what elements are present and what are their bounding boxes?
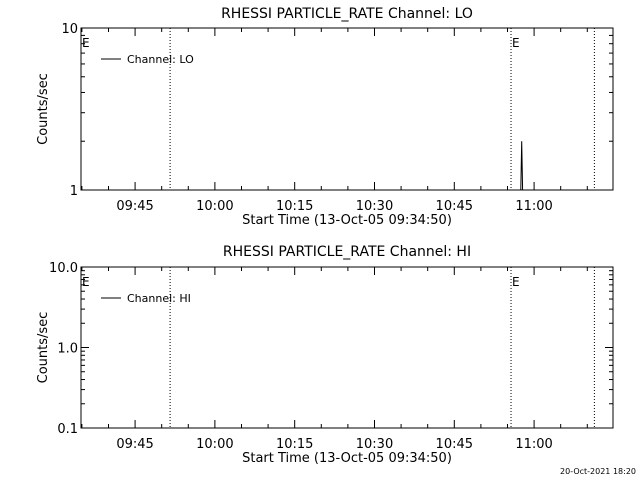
x-tick-label: 10:45 [436, 437, 473, 452]
y-axis-label: Counts/sec [36, 312, 51, 384]
x-tick-label: 10:00 [196, 437, 233, 452]
x-axis-label: Start Time (13-Oct-05 09:34:50) [242, 213, 452, 228]
chart-panel-lo: RHESSI PARTICLE_RATE Channel: LO 09:45 10:… [36, 6, 614, 228]
event-marker-label: E [82, 275, 90, 289]
legend-label: Channel: LO [127, 53, 194, 66]
x-tick-label: 10:00 [196, 199, 233, 214]
y-tick-label: 10.0 [49, 261, 78, 276]
y-tick-label: 1 [70, 184, 78, 199]
x-tick-label: 10:15 [276, 199, 313, 214]
chart-title: RHESSI PARTICLE_RATE Channel: HI [223, 244, 471, 260]
series-line [520, 141, 524, 191]
event-marker-label: E [82, 36, 90, 50]
y-tick-label: 10 [61, 22, 78, 37]
x-tick-label: 09:45 [116, 199, 153, 214]
y-tick-label: 1.0 [57, 342, 78, 357]
chart-title: RHESSI PARTICLE_RATE Channel: LO [221, 6, 473, 22]
y-axis-label: Counts/sec [36, 73, 51, 145]
x-tick-label: 10:45 [436, 199, 473, 214]
x-axis-label: Start Time (13-Oct-05 09:34:50) [242, 451, 452, 466]
x-tick-label: 10:15 [276, 437, 313, 452]
event-marker-label: E [512, 36, 520, 50]
x-tick-label: 11:00 [515, 437, 552, 452]
x-tick-label: 09:45 [116, 437, 153, 452]
x-tick-label: 10:30 [356, 199, 393, 214]
chart-panel-hi: RHESSI PARTICLE_RATE Channel: HI 09:45 10:… [36, 244, 614, 466]
x-tick-label: 11:00 [515, 199, 552, 214]
footer-timestamp: 20-Oct-2021 18:20 [560, 467, 636, 476]
event-marker-label: E [512, 275, 520, 289]
plot-frame [80, 27, 614, 191]
legend-label: Channel: HI [127, 292, 191, 305]
x-tick-label: 10:30 [356, 437, 393, 452]
y-tick-label: 0.1 [57, 422, 78, 437]
